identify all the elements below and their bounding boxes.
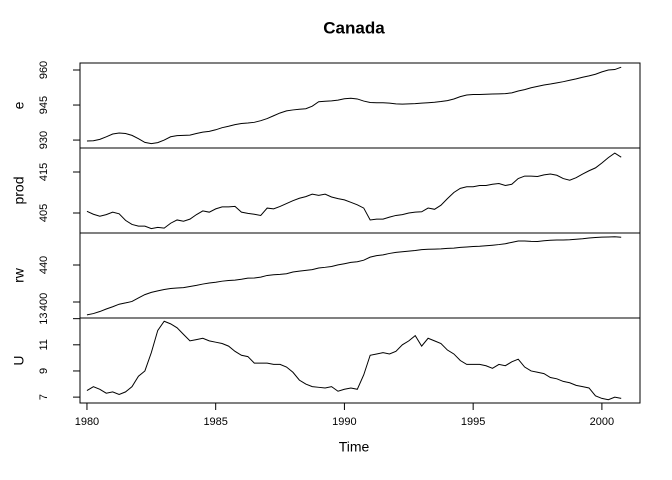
y-tick-label: 13	[38, 313, 50, 325]
x-tick-label: 1990	[332, 416, 356, 428]
series-line	[86, 320, 622, 401]
y-tick-label: 960	[38, 61, 50, 79]
panel-frame	[79, 232, 641, 319]
y-tick-label: 945	[38, 96, 50, 114]
series-line	[86, 66, 622, 145]
x-axis-label: Time	[339, 439, 370, 455]
x-tick-label: 2000	[590, 416, 614, 428]
y-axis-label: rw	[11, 267, 27, 283]
y-tick-label: 930	[38, 131, 50, 149]
y-tick-label: 11	[38, 339, 50, 350]
y-axis-label: e	[11, 101, 27, 109]
x-tick-label: 1985	[203, 416, 227, 428]
chart-title: Canada	[323, 18, 385, 37]
y-tick-label: 9	[38, 368, 50, 374]
y-tick-label: 7	[38, 394, 50, 400]
panel-frame	[79, 147, 641, 234]
y-axis-label: U	[11, 355, 27, 365]
y-tick-label: 440	[38, 256, 50, 274]
panel-frame	[79, 317, 641, 404]
series-line	[86, 236, 622, 316]
y-tick-label: 405	[38, 204, 50, 222]
y-axis-label: prod	[11, 176, 27, 204]
panel-frame	[79, 62, 641, 149]
x-tick-label: 1980	[75, 416, 99, 428]
x-tick-label: 1995	[461, 416, 485, 428]
series-line	[86, 152, 622, 230]
y-tick-label: 415	[38, 163, 50, 181]
y-tick-label: 400	[38, 293, 50, 311]
